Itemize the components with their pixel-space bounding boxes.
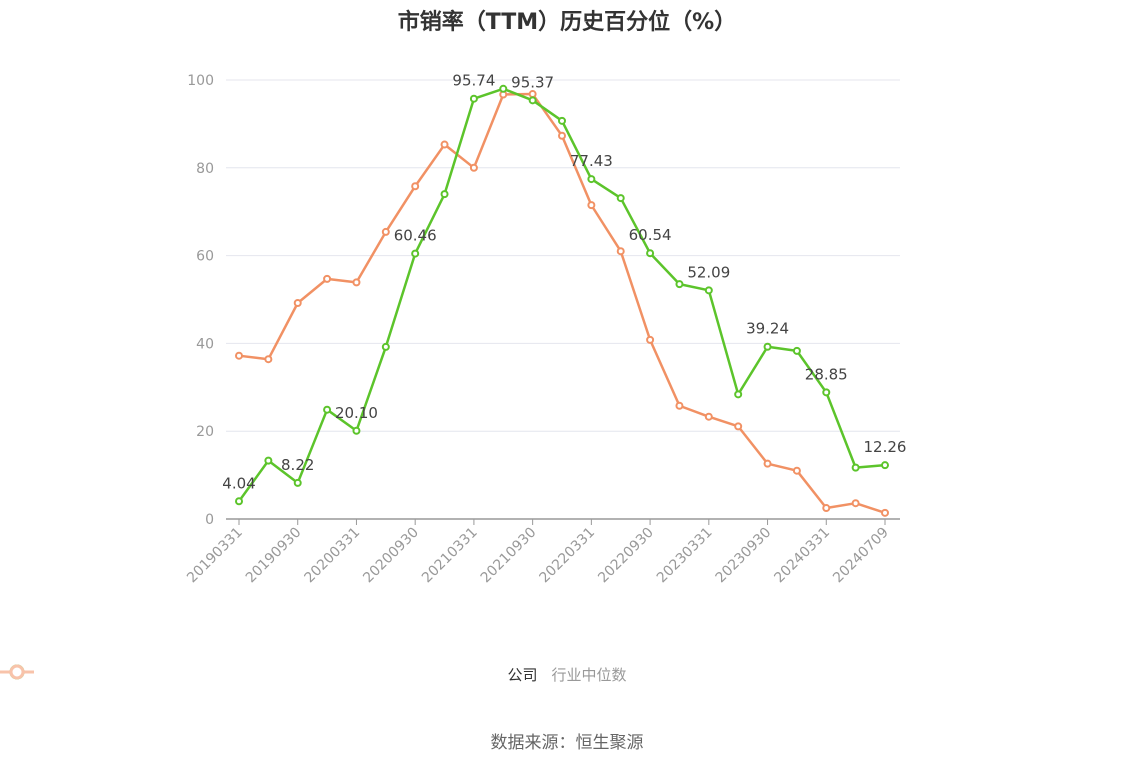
data-point bbox=[528, 96, 537, 105]
data-point bbox=[323, 274, 332, 283]
data-point bbox=[587, 175, 596, 184]
data-point bbox=[558, 116, 566, 125]
x-tick-label: 20220331 bbox=[536, 525, 598, 587]
data-point bbox=[528, 90, 537, 99]
data-point bbox=[734, 422, 743, 431]
data-point bbox=[411, 249, 420, 258]
data-point bbox=[381, 227, 390, 236]
series-line-industry bbox=[238, 92, 886, 515]
data-label: 8.22 bbox=[281, 456, 314, 474]
data-point bbox=[792, 346, 801, 355]
legend-industry-label: 行业中位数 bbox=[551, 666, 627, 684]
legend-item-industry[interactable]: 行业中位数 bbox=[0, 664, 627, 685]
data-point bbox=[792, 466, 801, 475]
data-label: 28.85 bbox=[805, 365, 848, 383]
data-point bbox=[616, 247, 625, 256]
data-point bbox=[323, 405, 332, 414]
data-point bbox=[381, 342, 390, 351]
data-point bbox=[822, 388, 831, 397]
data-point bbox=[734, 390, 743, 399]
data-point bbox=[235, 497, 243, 506]
data-point bbox=[675, 280, 684, 289]
data-label: 52.09 bbox=[687, 263, 730, 281]
y-tick-label: 60 bbox=[196, 249, 214, 265]
x-tick-label: 20240709 bbox=[830, 525, 892, 587]
data-point bbox=[851, 463, 860, 472]
data-label: 60.46 bbox=[394, 227, 437, 245]
data-point bbox=[440, 190, 449, 199]
data-label: 20.10 bbox=[335, 404, 378, 422]
data-label: 4.04 bbox=[222, 474, 255, 492]
x-tick-label: 20240331 bbox=[771, 525, 833, 587]
data-point bbox=[851, 499, 860, 508]
data-point bbox=[587, 201, 596, 210]
data-point bbox=[646, 249, 655, 258]
data-label: 77.43 bbox=[570, 152, 613, 170]
data-point bbox=[235, 351, 243, 360]
data-point bbox=[264, 456, 273, 465]
x-tick-label: 20220930 bbox=[595, 525, 657, 587]
series-line-company bbox=[237, 87, 886, 502]
x-tick-label: 20230331 bbox=[654, 525, 716, 587]
legend-company-label: 公司 bbox=[507, 666, 538, 684]
data-point bbox=[881, 461, 889, 470]
x-tick-label: 20230930 bbox=[713, 525, 775, 587]
x-tick-label: 20210331 bbox=[419, 525, 481, 587]
data-point bbox=[264, 355, 273, 364]
data-source: 数据来源：恒生聚源 bbox=[490, 733, 644, 753]
data-point bbox=[440, 140, 449, 149]
data-label: 95.74 bbox=[452, 72, 495, 90]
data-label: 95.37 bbox=[511, 73, 554, 91]
data-point bbox=[616, 194, 625, 203]
x-tick-label: 20190930 bbox=[243, 525, 305, 587]
data-point bbox=[881, 508, 889, 517]
data-point bbox=[352, 426, 361, 435]
data-point bbox=[704, 286, 713, 295]
data-point bbox=[293, 478, 302, 487]
data-point bbox=[822, 504, 831, 513]
data-point bbox=[469, 94, 478, 103]
data-point bbox=[352, 278, 361, 287]
x-tick-label: 20190331 bbox=[184, 525, 246, 587]
y-tick-label: 20 bbox=[196, 424, 214, 440]
data-point bbox=[763, 342, 772, 351]
data-point bbox=[646, 335, 655, 344]
y-tick-label: 0 bbox=[205, 512, 214, 528]
x-tick-label: 20210930 bbox=[478, 525, 540, 587]
y-tick-label: 40 bbox=[196, 336, 214, 352]
data-point bbox=[763, 459, 772, 468]
data-point bbox=[704, 412, 713, 421]
data-point bbox=[558, 131, 566, 140]
y-tick-label: 100 bbox=[187, 73, 214, 89]
data-label: 39.24 bbox=[746, 320, 789, 338]
legend: 公司 行业中位数 bbox=[0, 664, 1134, 685]
legend-industry-marker bbox=[0, 664, 34, 680]
y-tick-label: 80 bbox=[196, 161, 214, 177]
line-chart: 0 20 40 60 80 100 2019033120190930202003312020… bbox=[184, 72, 907, 587]
data-label: 60.54 bbox=[629, 226, 672, 244]
data-point bbox=[469, 163, 478, 172]
x-tick-label: 20200331 bbox=[302, 525, 364, 587]
data-point bbox=[293, 299, 302, 308]
data-label: 12.26 bbox=[864, 438, 907, 456]
legend-item-company[interactable]: 公司 bbox=[0, 664, 538, 685]
data-point bbox=[499, 84, 508, 93]
x-tick-label: 20200930 bbox=[360, 525, 422, 587]
data-point bbox=[411, 182, 420, 191]
chart-title: 市销率（TTM）历史百分位（%） bbox=[397, 10, 737, 35]
data-point bbox=[675, 401, 684, 410]
